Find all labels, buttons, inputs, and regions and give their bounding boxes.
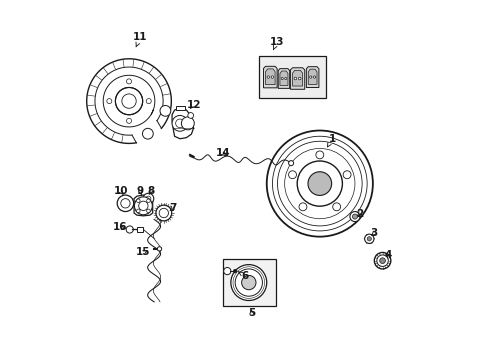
Bar xyxy=(223,259,276,306)
Circle shape xyxy=(157,247,162,251)
Circle shape xyxy=(223,267,230,275)
Circle shape xyxy=(160,105,170,116)
Polygon shape xyxy=(369,241,371,243)
Circle shape xyxy=(117,195,133,212)
Polygon shape xyxy=(366,241,368,243)
Circle shape xyxy=(115,87,142,115)
Circle shape xyxy=(332,203,340,211)
Circle shape xyxy=(281,77,283,80)
Circle shape xyxy=(298,77,301,80)
Text: 7: 7 xyxy=(169,203,176,213)
Circle shape xyxy=(364,234,373,243)
Circle shape xyxy=(146,209,150,213)
Circle shape xyxy=(343,171,350,179)
Circle shape xyxy=(126,118,131,123)
Text: 10: 10 xyxy=(113,186,128,197)
Bar xyxy=(137,227,143,231)
Circle shape xyxy=(230,265,266,301)
Circle shape xyxy=(288,171,296,179)
Polygon shape xyxy=(307,69,316,84)
Text: 15: 15 xyxy=(136,247,150,257)
Circle shape xyxy=(366,237,371,241)
Circle shape xyxy=(233,269,237,273)
Bar xyxy=(258,56,325,98)
Circle shape xyxy=(349,212,359,222)
Text: 2: 2 xyxy=(355,209,362,219)
Text: 4: 4 xyxy=(384,250,391,260)
Circle shape xyxy=(293,77,296,80)
Circle shape xyxy=(142,193,153,204)
Text: 12: 12 xyxy=(186,100,201,110)
Circle shape xyxy=(134,197,152,215)
Polygon shape xyxy=(369,234,371,237)
Circle shape xyxy=(315,151,323,159)
Polygon shape xyxy=(263,66,277,88)
Text: 9: 9 xyxy=(137,186,144,197)
Circle shape xyxy=(181,117,194,130)
Text: 8: 8 xyxy=(146,186,154,197)
Circle shape xyxy=(313,76,315,78)
Polygon shape xyxy=(306,67,318,87)
Circle shape xyxy=(146,99,151,104)
Polygon shape xyxy=(363,238,366,240)
Circle shape xyxy=(266,76,269,78)
Circle shape xyxy=(136,199,140,203)
Circle shape xyxy=(136,209,140,213)
Circle shape xyxy=(284,77,286,80)
Text: 1: 1 xyxy=(327,134,335,147)
Polygon shape xyxy=(279,71,287,85)
Circle shape xyxy=(288,161,293,166)
Text: 5: 5 xyxy=(247,309,255,318)
Text: 13: 13 xyxy=(269,37,284,50)
Circle shape xyxy=(156,205,171,221)
Circle shape xyxy=(126,226,133,233)
Circle shape xyxy=(142,128,153,139)
Text: 3: 3 xyxy=(370,228,377,238)
Circle shape xyxy=(241,275,255,290)
Circle shape xyxy=(352,214,357,219)
Polygon shape xyxy=(175,107,185,110)
Circle shape xyxy=(309,76,311,78)
Polygon shape xyxy=(172,108,193,139)
Circle shape xyxy=(379,258,385,264)
Circle shape xyxy=(307,172,331,195)
Circle shape xyxy=(373,252,390,269)
Text: 6: 6 xyxy=(238,271,248,281)
Polygon shape xyxy=(134,195,152,216)
Circle shape xyxy=(146,199,150,203)
Circle shape xyxy=(172,116,187,131)
Circle shape xyxy=(270,76,273,78)
Text: 11: 11 xyxy=(133,32,147,47)
Circle shape xyxy=(298,203,306,211)
Polygon shape xyxy=(292,70,302,86)
Text: 14: 14 xyxy=(215,148,230,158)
Polygon shape xyxy=(366,234,368,237)
Polygon shape xyxy=(290,68,304,89)
Circle shape xyxy=(187,113,193,118)
Polygon shape xyxy=(265,69,275,85)
Polygon shape xyxy=(278,69,289,88)
Circle shape xyxy=(106,99,112,104)
Circle shape xyxy=(126,79,131,84)
Text: 16: 16 xyxy=(112,222,127,232)
Polygon shape xyxy=(371,238,374,240)
